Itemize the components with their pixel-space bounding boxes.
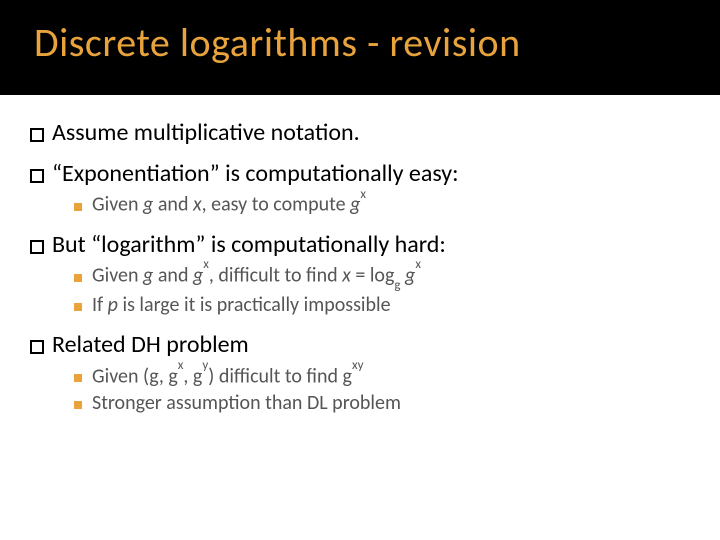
sub-bullet-marker-icon <box>74 374 82 382</box>
bullet-text: But “logarithm” is computationally hard: <box>52 229 446 260</box>
slide-title: Discrete logarithms - revision <box>34 18 720 67</box>
title-band: Discrete logarithms - revision <box>0 0 720 95</box>
sub-bullet-marker-icon <box>74 401 82 409</box>
square-bullet-icon <box>30 128 44 142</box>
bullet-text: “Exponentiation” is computationally easy… <box>52 158 459 189</box>
slide-content: Assume multiplicative notation. “Exponent… <box>0 95 720 417</box>
sub-bullet-list: Given g and x, easy to compute gx <box>30 191 690 219</box>
sub-bullet-text: Given g and gx, difficult to find x = lo… <box>92 262 421 292</box>
sub-bullet-list: Given g and gx, difficult to find x = lo… <box>30 262 690 319</box>
sub-bullet-text: Stronger assumption than DL problem <box>92 390 401 417</box>
sub-bullet-text: If p is large it is practically impossib… <box>92 292 391 319</box>
sub-bullet-text: Given (g, gx, gy) difficult to find gxy <box>92 363 363 391</box>
bullet-item: “Exponentiation” is computationally easy… <box>30 158 690 189</box>
sub-bullet-item: Given g and x, easy to compute gx <box>30 191 690 219</box>
sub-bullet-item: Given g and gx, difficult to find x = lo… <box>30 262 690 292</box>
square-bullet-icon <box>30 240 44 254</box>
sub-bullet-marker-icon <box>74 303 82 311</box>
sub-bullet-item: Stronger assumption than DL problem <box>30 390 690 417</box>
sub-bullet-marker-icon <box>74 274 82 282</box>
bullet-item: Assume multiplicative notation. <box>30 117 690 148</box>
sub-bullet-text: Given g and x, easy to compute gx <box>92 191 366 219</box>
square-bullet-icon <box>30 169 44 183</box>
bullet-item: Related DH problem <box>30 329 690 360</box>
square-bullet-icon <box>30 340 44 354</box>
bullet-text: Related DH problem <box>52 329 249 360</box>
sub-bullet-marker-icon <box>74 203 82 211</box>
bullet-text: Assume multiplicative notation. <box>52 117 360 148</box>
sub-bullet-item: Given (g, gx, gy) difficult to find gxy <box>30 363 690 391</box>
sub-bullet-item: If p is large it is practically impossib… <box>30 292 690 319</box>
sub-bullet-list: Given (g, gx, gy) difficult to find gxyS… <box>30 363 690 418</box>
bullet-item: But “logarithm” is computationally hard: <box>30 229 690 260</box>
